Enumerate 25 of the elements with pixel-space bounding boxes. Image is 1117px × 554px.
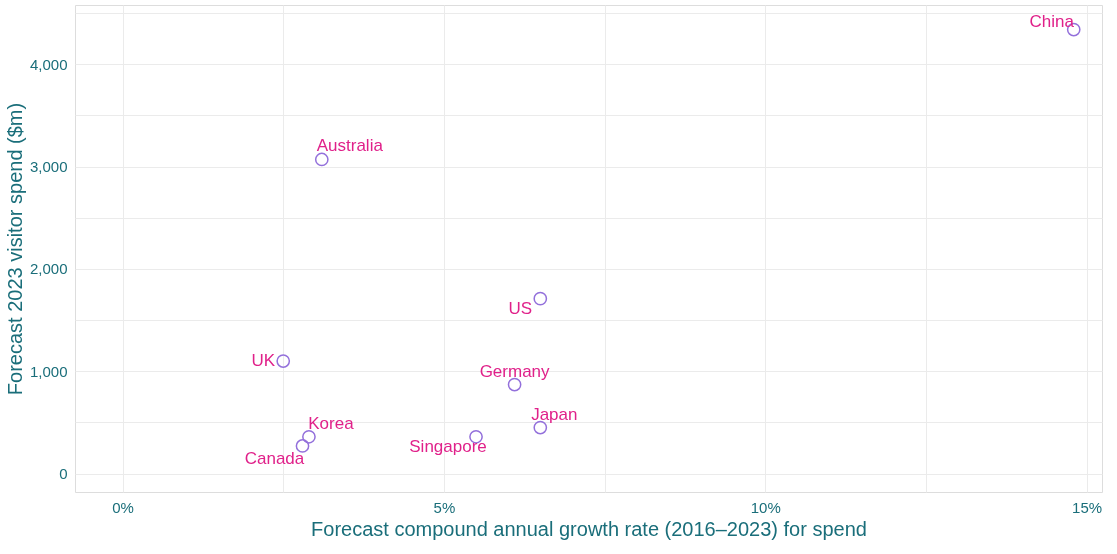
point [276,354,291,368]
x-tick-label: 0% [112,498,134,516]
x-tick-label: 15% [1072,498,1103,516]
y-tick-label: 3,000 [29,158,68,176]
y-axis-title: Forecast 2023 visitor spend ($m) [3,102,26,396]
annotation: Korea [308,413,355,433]
point [302,429,316,444]
y-tick-label: 2,000 [29,260,68,278]
annotation: China [1029,11,1075,31]
y-tick-label: 1,000 [29,362,68,380]
y-tick-label: 4,000 [29,55,68,73]
y-tick-label: 0 [59,465,68,483]
annotation: Canada [244,448,305,468]
point [314,152,329,167]
annotation: Japan [531,404,578,424]
annotation: Germany [479,361,551,381]
annotation: Singapore [409,436,487,456]
x-tick-label: 5% [433,498,456,516]
x-tick-label: 10% [750,498,781,516]
annotation: UK [251,351,276,371]
point [295,439,310,453]
annotation: Australia [316,136,384,156]
annotation: US [508,298,533,318]
point [533,291,548,306]
x-axis-title: Forecast compound annual growth rate (2016–2023) for spend [311,517,867,540]
